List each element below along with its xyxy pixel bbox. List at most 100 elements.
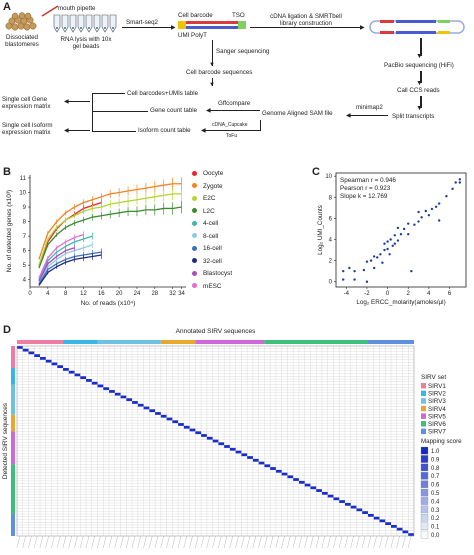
heatmap-cell-diagonal (402, 530, 409, 534)
x-tick-label-mark (172, 535, 176, 549)
panel-label-b: B (3, 166, 11, 178)
genome-aligned-label: Genome Aligned SAM file (262, 110, 333, 117)
arrowhead-icon: ▶ (171, 25, 176, 31)
x-tick-label-mark (327, 535, 331, 549)
score-legend-swatch (420, 472, 429, 480)
score-legend-swatch (420, 488, 429, 497)
scatter-point (413, 223, 416, 226)
x-tick-label-mark (264, 535, 268, 549)
scatter-point (383, 242, 386, 245)
x-tick-label-mark (315, 535, 320, 549)
cdna-bottom-strand (178, 26, 246, 29)
score-legend-swatch (420, 505, 429, 514)
scatter-point (430, 207, 434, 211)
heatmap-cell-diagonal (362, 511, 368, 514)
heatmap-cell-diagonal (316, 489, 322, 492)
legend-swatch (192, 245, 197, 251)
stat-annotation: Pearson r = 0.923 (340, 185, 391, 192)
heatmap-cell-diagonal (385, 522, 391, 525)
sirv-legend-swatch (421, 383, 426, 389)
dissociated-label: Dissociated blastomeres (5, 34, 39, 48)
x-tick-label-mark (310, 535, 314, 549)
x-tick-label-mark (384, 535, 389, 549)
legend-label: Blastocyst (203, 270, 233, 277)
stat-annotation: Spearman r = 0.946 (340, 177, 396, 184)
bracket-vertical (92, 93, 93, 131)
sirv-legend-label: SIRV4 (428, 406, 446, 413)
scatter-point (376, 256, 379, 259)
cdna-ligation-label: cDNA ligation & SMRTbell library constru… (270, 13, 342, 27)
x-tick-label-mark (321, 535, 325, 549)
heatmap-cell-diagonal (149, 409, 156, 413)
x-tick-label-mark (333, 535, 337, 549)
arrowhead-icon: ▼ (416, 53, 423, 60)
legend-swatch (192, 195, 197, 201)
heatmap-cell-diagonal (155, 412, 161, 415)
single-cell-isoform-label: Single cell Isoform expression matrix (2, 122, 53, 136)
x-tick-label-mark (367, 535, 371, 549)
sirv-legend-label: SIRV6 (428, 421, 446, 428)
sirv-legend-title: SIRV set (421, 374, 446, 381)
sirv-set-bar-top (160, 340, 196, 344)
heatmap-cell-diagonal (120, 395, 127, 399)
heatmap-cell-diagonal (178, 423, 184, 426)
x-tick-label-mark (373, 535, 377, 549)
score-legend-swatch (420, 455, 429, 463)
arrow-split (420, 96, 422, 108)
arrow-minimap2 (350, 115, 388, 116)
score-legend-swatch (420, 463, 429, 472)
cdna-cupcake-label: cDNA_Cupcake (212, 122, 248, 128)
x-tick-label-mark (200, 535, 205, 549)
sirv-set-bar-top (264, 340, 368, 344)
lysis-tubes-icon (53, 14, 117, 33)
heatmap-cell-diagonal (408, 533, 414, 536)
x-tick-label: 6 (448, 291, 452, 297)
x-tick-label-mark (361, 535, 366, 549)
x-tick-label-mark (154, 535, 159, 549)
heatmap-cell-diagonal (22, 348, 29, 352)
heatmap-cell-diagonal (80, 376, 87, 380)
y-tick-label: 8 (329, 195, 333, 201)
connector-cupcake (260, 120, 261, 130)
cell-barcodes-umis-label: Cell barcodes+UMIs table (127, 90, 199, 97)
arrow-sanger (212, 40, 213, 66)
pacbio-label: PacBio sequencing (HiFi) (384, 62, 454, 69)
scatter-point (445, 195, 448, 198)
scatter-point (342, 278, 345, 281)
score-legend-label: 0.5 (431, 491, 440, 497)
legend-label: 4-cell (203, 220, 219, 227)
heatmap-cell-diagonal (137, 403, 144, 407)
arrowhead-icon: ▼ (209, 62, 215, 68)
legend-item: E2C (192, 195, 215, 202)
heatmap-cell-diagonal (97, 384, 104, 388)
heatmap-cell-diagonal (281, 472, 288, 476)
legend-item: Oocyte (192, 170, 223, 177)
scatter-point (407, 233, 410, 236)
x-tick-label: 12 (80, 291, 87, 297)
smrtbell-icon (369, 20, 465, 34)
tso-block (238, 21, 246, 29)
scatter-point (420, 216, 423, 219)
gene-detection-line-chart: 0 4 8 12 16 20 24 28 32 34 4 5 6 7 8 9 10 11 No. of reads … (6, 175, 186, 307)
isoform-count-label: Isoform count table (138, 127, 191, 134)
scatter-point (372, 266, 376, 270)
sirv-legend-swatch (421, 421, 426, 427)
legend-swatch (192, 258, 197, 264)
x-tick-label-mark (223, 535, 228, 549)
x-tick-label-mark (149, 535, 153, 549)
smart-seq2-label: Smart-seq2 (126, 19, 158, 26)
sirv-legend-label: SIRV2 (428, 391, 446, 398)
sirv-set-bar-left (11, 431, 15, 465)
scatter-point (407, 222, 410, 225)
heatmap-cell-diagonal (212, 439, 219, 443)
heatmap-cell-diagonal (344, 502, 351, 506)
scatter-point (451, 187, 454, 191)
score-legend-label: 0.2 (431, 516, 440, 522)
x-tick-label-mark (338, 535, 343, 549)
arrowhead-icon: ◀ (206, 108, 211, 114)
legend-item: Zygote (192, 183, 223, 190)
x-tick-label-mark (28, 535, 32, 549)
legend-swatch (192, 208, 197, 214)
x-tick-label-mark (51, 535, 55, 549)
x-tick-label-mark (33, 535, 38, 549)
